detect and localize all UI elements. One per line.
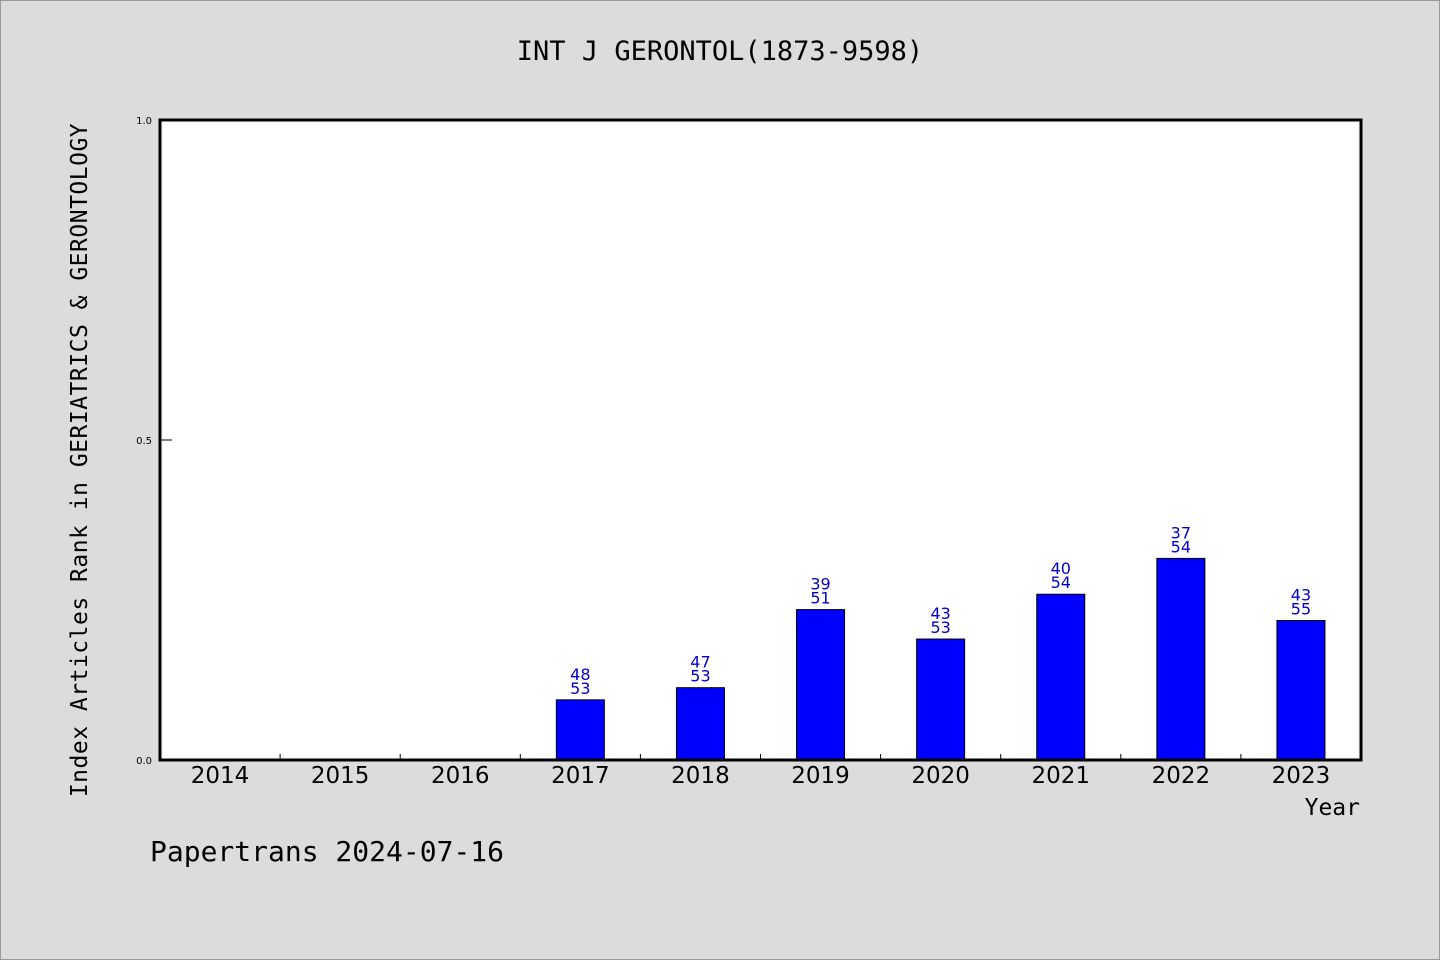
x-tick-label-2016: 2016: [431, 763, 490, 789]
x-tick-label-2015: 2015: [311, 763, 370, 789]
rank-label-2023: 43: [1291, 585, 1311, 604]
rank-label-2022: 37: [1171, 523, 1191, 542]
x-tick-label-2022: 2022: [1152, 763, 1211, 789]
x-tick-label-2023: 2023: [1272, 763, 1331, 789]
rank-label-2018: 47: [690, 653, 710, 672]
footer-note: Papertrans 2024-07-16: [150, 835, 505, 868]
x-tick-label-2018: 2018: [671, 763, 730, 789]
bar-2022: [1156, 557, 1206, 761]
rank-label-2019: 39: [810, 575, 830, 594]
bar-2018: [675, 687, 725, 761]
x-tick-label-2019: 2019: [791, 763, 850, 789]
total-label-2020: 53: [930, 618, 950, 637]
plot-border: [158, 118, 1363, 762]
total-label-2017: 53: [570, 679, 590, 698]
x-tick-label-2020: 2020: [911, 763, 970, 789]
x-tick-label-2014: 2014: [191, 763, 250, 789]
total-label-2018: 53: [690, 667, 710, 686]
bar-2021: [1036, 593, 1086, 761]
y-tick-label: 1.0: [136, 116, 152, 127]
total-label-2022: 54: [1171, 537, 1191, 556]
x-axis-title: Year: [1304, 795, 1360, 821]
x-tick-label-2021: 2021: [1031, 763, 1090, 789]
total-label-2023: 55: [1291, 599, 1311, 618]
y-tick-label: 0.5: [136, 436, 152, 447]
rank-label-2020: 43: [930, 604, 950, 623]
total-label-2021: 54: [1051, 573, 1071, 592]
bar-2019: [796, 609, 846, 761]
bar-2017: [555, 699, 605, 761]
bar-2020: [916, 638, 966, 761]
chart-title: INT J GERONTOL(1873-9598): [516, 36, 924, 67]
bar-2023: [1276, 619, 1326, 761]
rank-label-2017: 48: [570, 665, 590, 684]
y-tick-label: 0.0: [136, 756, 152, 767]
total-label-2019: 51: [810, 589, 830, 608]
x-tick-label-2017: 2017: [551, 763, 610, 789]
rank-label-2021: 40: [1051, 559, 1071, 578]
